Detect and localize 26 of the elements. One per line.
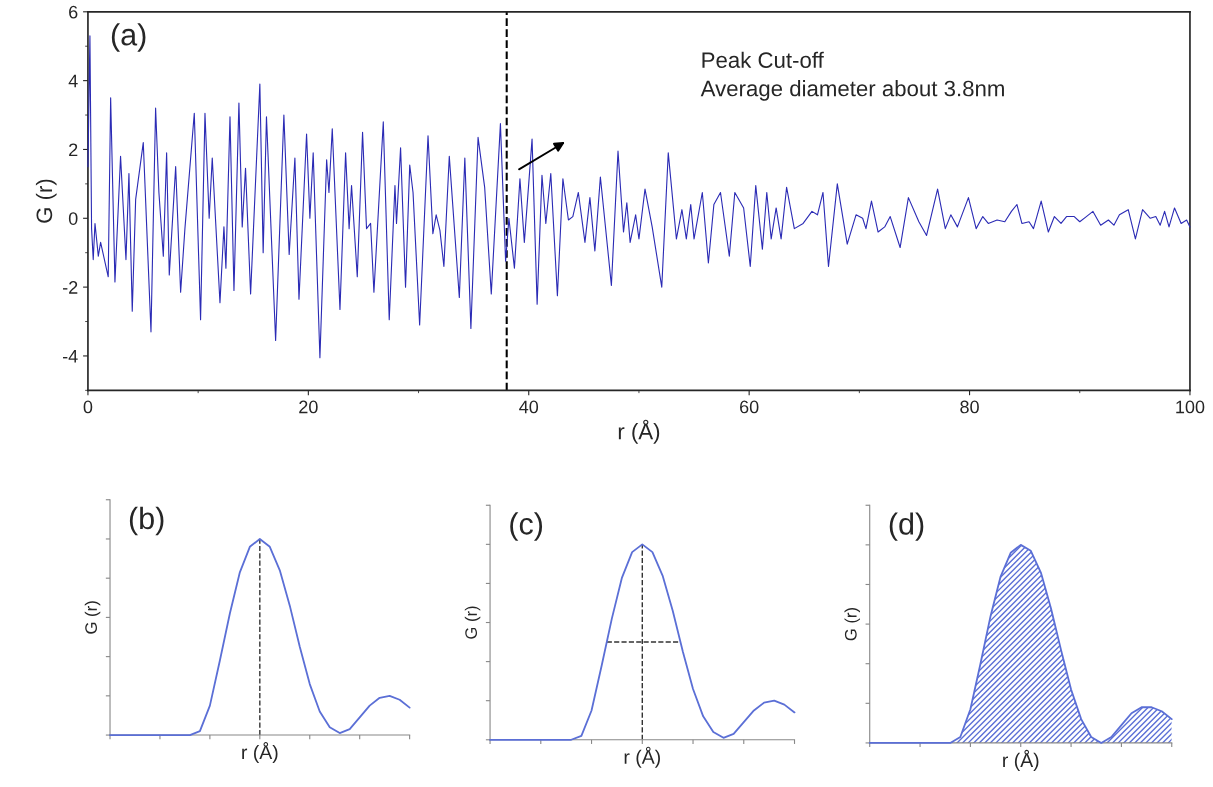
x-axis-title: r (Å)	[624, 746, 660, 768]
chart-title: (c)	[510, 512, 543, 541]
y-axis-title: G (r)	[844, 608, 860, 641]
x-tick-label: 40	[519, 400, 539, 414]
y-tick-label: 4	[68, 74, 78, 88]
annotation: Average diameter about 3.8nm	[700, 80, 1004, 101]
y-tick-label: 2	[69, 143, 78, 156]
y-tick-label: 6	[69, 5, 78, 19]
chart-title: (b)	[129, 506, 164, 536]
annotation: Peak Cut-off	[702, 51, 824, 68]
y-axis-title: G (r)	[35, 179, 57, 223]
chart-title: (d)	[889, 512, 924, 541]
y-axis-title: G (r)	[84, 601, 101, 634]
y-tick-label: 0	[68, 212, 78, 226]
x-tick-label: 0	[83, 400, 93, 414]
y-tick-label: -2	[62, 281, 78, 294]
x-tick-label: 80	[960, 400, 979, 414]
x-tick-label: 20	[299, 400, 318, 414]
x-axis-title: r (Å)	[1003, 749, 1039, 771]
y-axis-title: G (r)	[464, 606, 481, 639]
x-axis-title: r (Å)	[242, 741, 278, 764]
x-tick-label: 60	[740, 400, 759, 414]
y-tick-label: -4	[62, 350, 78, 363]
x-tick-label: 100	[1176, 400, 1205, 414]
x-axis-title: r (Å)	[618, 419, 660, 444]
chart-title: (a)	[111, 23, 146, 52]
